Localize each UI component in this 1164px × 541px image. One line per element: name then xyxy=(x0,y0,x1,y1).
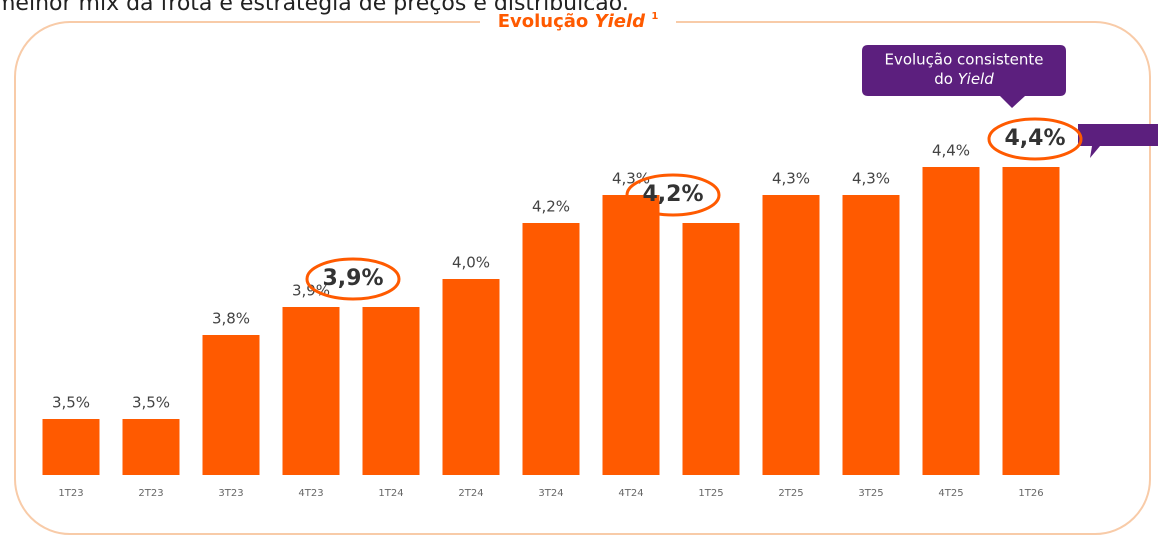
x-tick-label: 4T23 xyxy=(298,488,323,499)
bar xyxy=(202,335,260,475)
bar xyxy=(122,419,180,475)
value-label: 4,0% xyxy=(452,254,490,272)
bar xyxy=(282,307,340,475)
bar xyxy=(682,223,740,475)
x-tick-label: 2T24 xyxy=(458,488,483,499)
x-tick-label: 4T24 xyxy=(618,488,643,499)
x-tick-label: 3T25 xyxy=(858,488,883,499)
title-bg xyxy=(480,10,676,34)
value-label: 3,9% xyxy=(292,282,330,300)
value-label: 4,4% xyxy=(932,142,970,160)
value-label: 4,3% xyxy=(852,170,890,188)
header-text: melhor mix da frota e estratégia de preç… xyxy=(0,0,629,16)
x-tick-label: 1T25 xyxy=(698,488,723,499)
value-label: 3,5% xyxy=(52,394,90,412)
callout-text: Evolução consistente xyxy=(884,51,1043,69)
x-tick-label: 3T23 xyxy=(218,488,243,499)
bar xyxy=(1002,167,1060,475)
value-label: 4,4% xyxy=(1004,126,1065,151)
x-tick-label: 1T24 xyxy=(378,488,403,499)
bar xyxy=(842,195,900,475)
chart-title: Evolução Yield 1 xyxy=(498,11,659,32)
x-tick-label: 1T23 xyxy=(58,488,83,499)
x-tick-label: 4T25 xyxy=(938,488,963,499)
value-label: 3,9% xyxy=(322,266,383,291)
x-tick-label: 2T23 xyxy=(138,488,163,499)
frame xyxy=(14,21,1151,535)
value-label: 4,3% xyxy=(772,170,810,188)
highlight-ring xyxy=(987,117,1083,161)
bar xyxy=(762,195,820,475)
highlight-ring xyxy=(625,173,721,217)
value-label: 4,2% xyxy=(532,198,570,216)
x-tick-label: 3T24 xyxy=(538,488,563,499)
bar xyxy=(362,307,420,475)
x-tick-label: 2T25 xyxy=(778,488,803,499)
bar xyxy=(442,279,500,475)
callout-text: do Yield xyxy=(934,70,994,88)
value-label: 4,2% xyxy=(642,182,703,207)
value-label: 3,8% xyxy=(212,310,250,328)
bar xyxy=(602,195,660,475)
bar xyxy=(922,167,980,475)
bar xyxy=(522,223,580,475)
bar xyxy=(42,419,100,475)
value-label: 3,5% xyxy=(132,394,170,412)
value-label: 4,3% xyxy=(612,170,650,188)
badge-box xyxy=(1078,124,1158,158)
highlight-ring xyxy=(305,257,401,301)
callout-box xyxy=(862,45,1066,108)
x-tick-label: 1T26 xyxy=(1018,488,1043,499)
